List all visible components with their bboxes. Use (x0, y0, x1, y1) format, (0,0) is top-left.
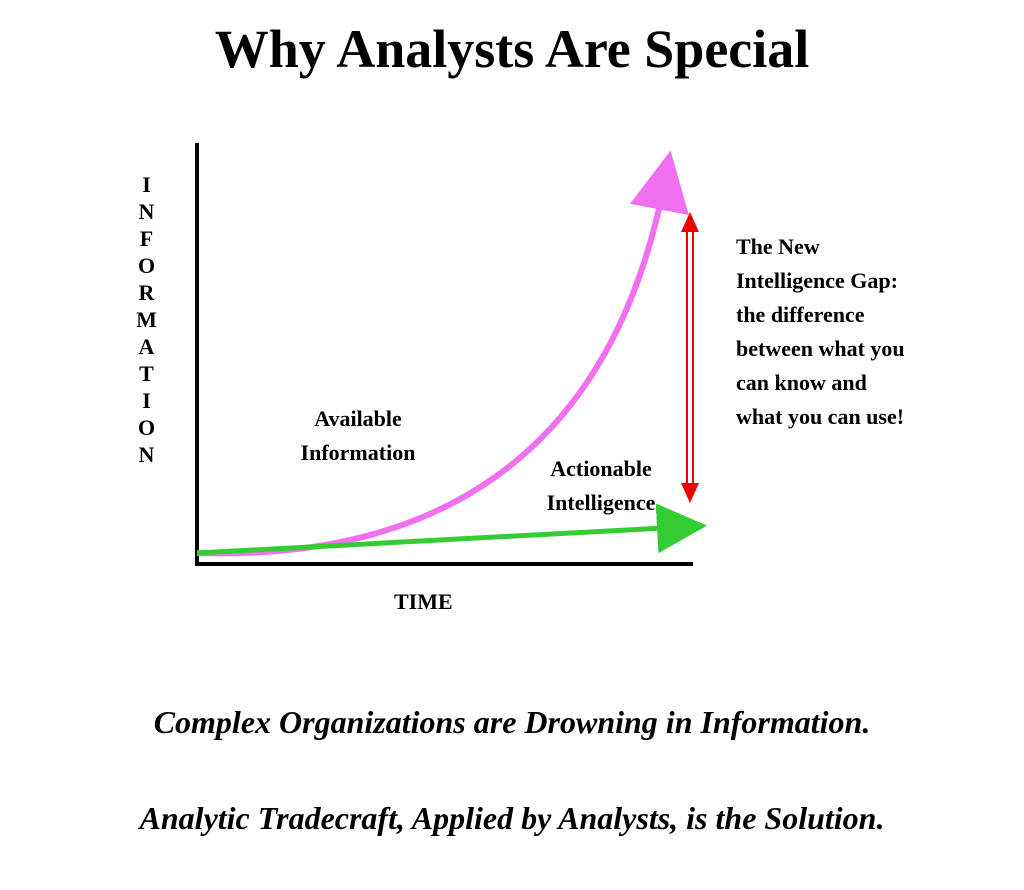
gap-arrow (681, 212, 699, 503)
slide: Why Analysts Are Special INFORMATION TIM… (134, 19, 905, 836)
footer: Complex Organizations are Drowning in In… (0, 650, 1024, 890)
curve-label: Available Information (300, 406, 416, 465)
footer-line: Analytic Tradecraft, Applied by Analysts… (139, 800, 885, 836)
title: Why Analysts Are Special (214, 19, 810, 79)
line-label: Actionable Intelligence (546, 456, 656, 515)
x-axis-label: TIME (394, 589, 453, 614)
intelligence-line (196, 503, 707, 556)
footer-line: Complex Organizations are Drowning in In… (153, 704, 871, 740)
diagram (195, 143, 707, 566)
gap-note: The New Intelligence Gap: the difference… (736, 234, 905, 429)
y-axis-label: INFORMATION (134, 172, 159, 469)
